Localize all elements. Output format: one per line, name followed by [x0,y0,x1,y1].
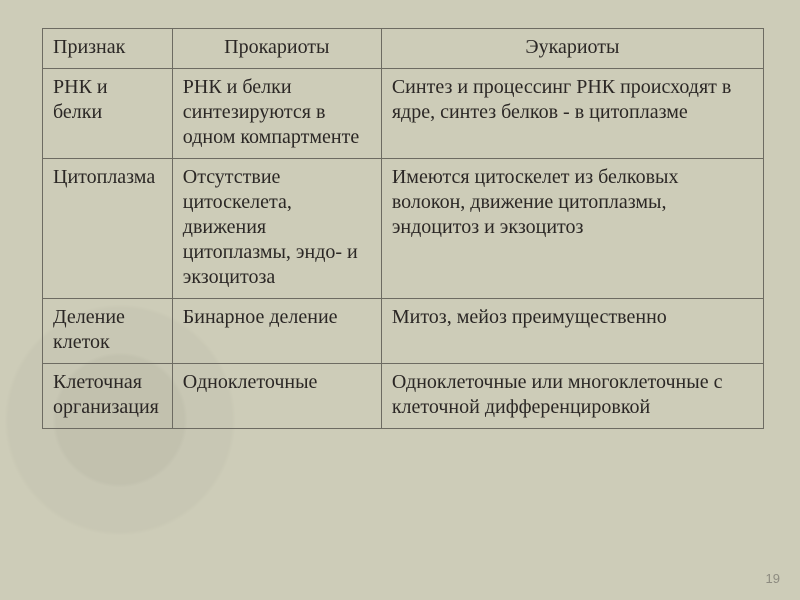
cell-feature: РНК и белки [43,69,173,159]
header-cell: Прокариоты [172,29,381,69]
cell-prokaryote: Одноклеточные [172,364,381,429]
cell-prokaryote: Отсутствие цитоскелета, движения цитопла… [172,159,381,299]
cell-eukaryote: Синтез и процессинг РНК происходят в ядр… [381,69,763,159]
cell-prokaryote: РНК и белки синтезируются в одном компар… [172,69,381,159]
cell-eukaryote: Митоз, мейоз преимущественно [381,299,763,364]
cell-feature: Клеточная организация [43,364,173,429]
cell-prokaryote: Бинарное деление [172,299,381,364]
table-row: Цитоплазма Отсутствие цитоскелета, движе… [43,159,764,299]
page-number: 19 [766,571,780,586]
slide-content: Признак Прокариоты Эукариоты РНК и белки… [0,0,800,449]
cell-eukaryote: Имеются цитоскелет из белковых волокон, … [381,159,763,299]
table-row: Клеточная организация Одноклеточные Одно… [43,364,764,429]
table-row: Деление клеток Бинарное деление Митоз, м… [43,299,764,364]
comparison-table: Признак Прокариоты Эукариоты РНК и белки… [42,28,764,429]
header-cell: Признак [43,29,173,69]
table-header-row: Признак Прокариоты Эукариоты [43,29,764,69]
cell-feature: Цитоплазма [43,159,173,299]
table-row: РНК и белки РНК и белки синтезируются в … [43,69,764,159]
header-cell: Эукариоты [381,29,763,69]
cell-eukaryote: Одноклеточные или многоклеточные с клето… [381,364,763,429]
cell-feature: Деление клеток [43,299,173,364]
